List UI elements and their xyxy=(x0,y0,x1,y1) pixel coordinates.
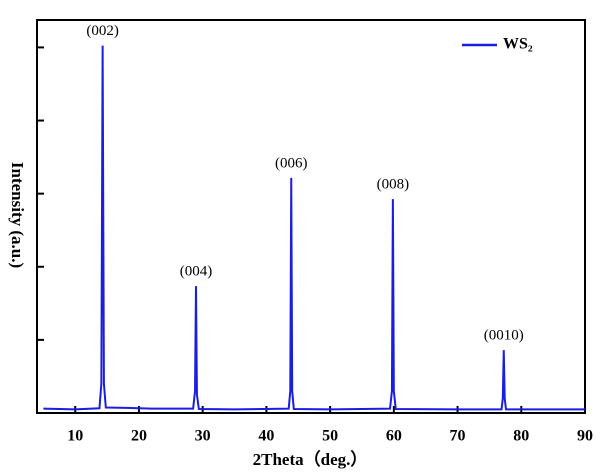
peak-label: (002) xyxy=(86,23,119,39)
peak-label: (008) xyxy=(377,177,410,193)
peak-label: (0010) xyxy=(484,328,524,344)
x-axis-label: 2Theta（deg.） xyxy=(253,449,368,469)
x-tick-label: 10 xyxy=(67,428,83,445)
x-tick-label: 20 xyxy=(131,428,147,445)
legend-label: WS₂ xyxy=(503,36,533,53)
x-tick-label: 60 xyxy=(386,428,402,445)
x-tick-label: 50 xyxy=(322,428,338,445)
plot-frame xyxy=(36,19,586,414)
peak-label: (006) xyxy=(275,155,308,171)
peak-label: (004) xyxy=(180,264,213,280)
x-tick-label: 30 xyxy=(195,428,211,445)
data-line xyxy=(43,45,585,411)
x-tick-label: 70 xyxy=(450,428,466,445)
y-axis-label: Intensity (a.u.) xyxy=(8,162,27,268)
x-tick-label: 90 xyxy=(577,428,593,445)
x-tick-label: 80 xyxy=(513,428,529,445)
x-tick-label: 40 xyxy=(258,428,274,445)
